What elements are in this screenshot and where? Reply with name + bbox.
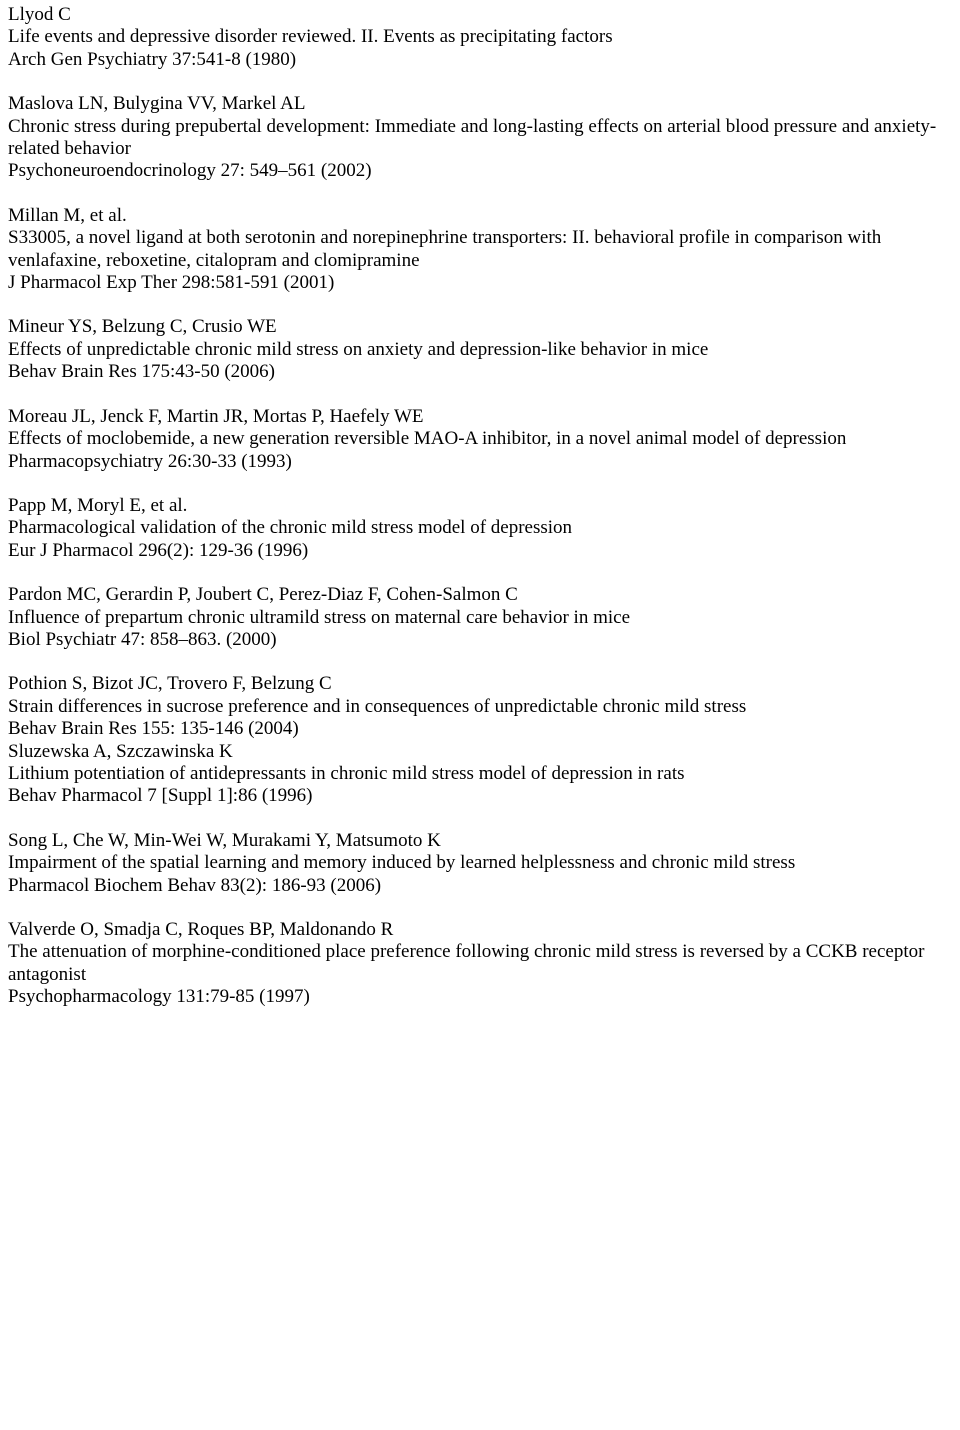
- reference-line: Lithium potentiation of antidepressants …: [8, 763, 952, 785]
- reference-entry: Maslova LN, Bulygina VV, Markel AL Chron…: [8, 93, 952, 183]
- reference-line: Moreau JL, Jenck F, Martin JR, Mortas P,…: [8, 406, 952, 428]
- reference-line: Pharmacopsychiatry 26:30-33 (1993): [8, 451, 952, 473]
- reference-line: Life events and depressive disorder revi…: [8, 26, 952, 48]
- reference-entry: Pardon MC, Gerardin P, Joubert C, Perez-…: [8, 584, 952, 651]
- reference-line: Behav Brain Res 175:43-50 (2006): [8, 361, 952, 383]
- reference-line: Arch Gen Psychiatry 37:541-8 (1980): [8, 49, 952, 71]
- reference-list: Llyod C Life events and depressive disor…: [0, 0, 960, 1051]
- reference-line: Chronic stress during prepubertal develo…: [8, 116, 952, 161]
- reference-line: J Pharmacol Exp Ther 298:581-591 (2001): [8, 272, 952, 294]
- reference-entry: Pothion S, Bizot JC, Trovero F, Belzung …: [8, 673, 952, 807]
- reference-line: Pothion S, Bizot JC, Trovero F, Belzung …: [8, 673, 952, 695]
- reference-line: Influence of prepartum chronic ultramild…: [8, 607, 952, 629]
- reference-line: Biol Psychiatr 47: 858–863. (2000): [8, 629, 952, 651]
- reference-entry: Song L, Che W, Min-Wei W, Murakami Y, Ma…: [8, 830, 952, 897]
- reference-line: Behav Brain Res 155: 135-146 (2004): [8, 718, 952, 740]
- reference-line: Valverde O, Smadja C, Roques BP, Maldona…: [8, 919, 952, 941]
- reference-line: Song L, Che W, Min-Wei W, Murakami Y, Ma…: [8, 830, 952, 852]
- reference-line: Impairment of the spatial learning and m…: [8, 852, 952, 874]
- reference-line: Maslova LN, Bulygina VV, Markel AL: [8, 93, 952, 115]
- reference-line: Papp M, Moryl E, et al.: [8, 495, 952, 517]
- reference-entry: Moreau JL, Jenck F, Martin JR, Mortas P,…: [8, 406, 952, 473]
- reference-entry: Llyod C Life events and depressive disor…: [8, 4, 952, 71]
- reference-line: Psychopharmacology 131:79-85 (1997): [8, 986, 952, 1008]
- reference-entry: Mineur YS, Belzung C, Crusio WE Effects …: [8, 316, 952, 383]
- reference-line: S33005, a novel ligand at both serotonin…: [8, 227, 952, 272]
- reference-line: Psychoneuroendocrinology 27: 549–561 (20…: [8, 160, 952, 182]
- reference-entry: Papp M, Moryl E, et al. Pharmacological …: [8, 495, 952, 562]
- reference-line: Strain differences in sucrose preference…: [8, 696, 952, 718]
- reference-line: Pharmacological validation of the chroni…: [8, 517, 952, 539]
- reference-line: Behav Pharmacol 7 [Suppl 1]:86 (1996): [8, 785, 952, 807]
- reference-line: Sluzewska A, Szczawinska K: [8, 741, 952, 763]
- reference-line: Llyod C: [8, 4, 952, 26]
- reference-line: Millan M, et al.: [8, 205, 952, 227]
- reference-line: Mineur YS, Belzung C, Crusio WE: [8, 316, 952, 338]
- reference-entry: Valverde O, Smadja C, Roques BP, Maldona…: [8, 919, 952, 1009]
- reference-line: The attenuation of morphine-conditioned …: [8, 941, 952, 986]
- reference-line: Pardon MC, Gerardin P, Joubert C, Perez-…: [8, 584, 952, 606]
- reference-line: Effects of moclobemide, a new generation…: [8, 428, 952, 450]
- reference-line: Eur J Pharmacol 296(2): 129-36 (1996): [8, 540, 952, 562]
- reference-line: Effects of unpredictable chronic mild st…: [8, 339, 952, 361]
- reference-line: Pharmacol Biochem Behav 83(2): 186-93 (2…: [8, 875, 952, 897]
- reference-entry: Millan M, et al. S33005, a novel ligand …: [8, 205, 952, 295]
